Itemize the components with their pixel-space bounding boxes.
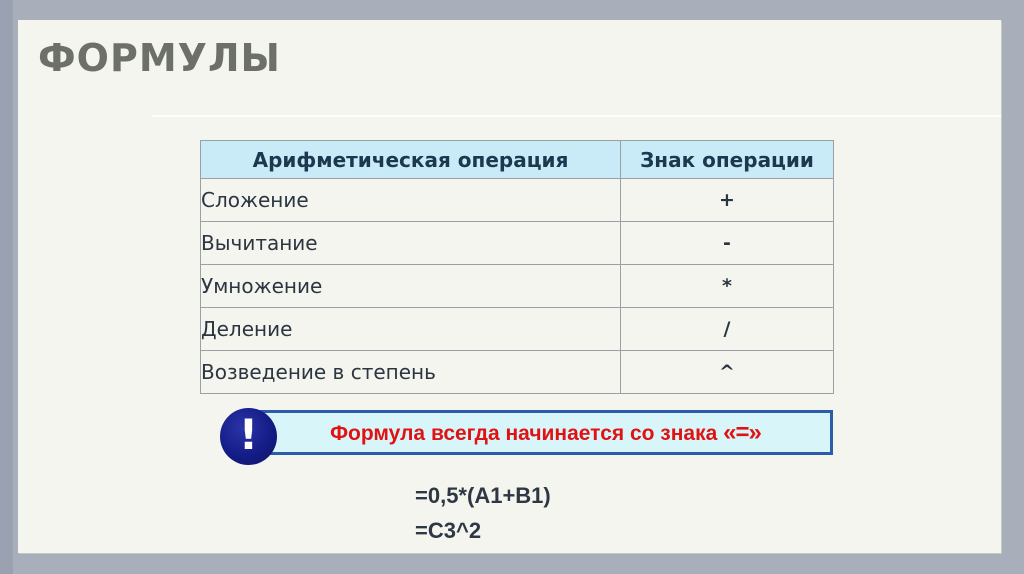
slide-canvas: ФОРМУЛЫ Арифметическая операция Знак опе… [18, 20, 1001, 553]
exclamation-icon: ! [220, 408, 277, 465]
exclamation-glyph: ! [238, 409, 259, 459]
sign-cell: ^ [620, 350, 834, 394]
table-row: Сложение + [200, 178, 834, 222]
table-header-row: Арифметическая операция Знак операции [200, 140, 834, 179]
column-header-operation: Арифметическая операция [200, 140, 621, 179]
formula-example-2: =C3^2 [415, 518, 482, 543]
formula-example-1: =0,5*(A1+B1) [415, 483, 551, 508]
title-divider [152, 115, 1001, 117]
table-row: Деление / [200, 307, 834, 351]
formula-examples: =0,5*(A1+B1) =C3^2 [415, 478, 551, 548]
table-row: Вычитание - [200, 221, 834, 265]
page-title: ФОРМУЛЫ [38, 36, 281, 80]
operation-cell: Сложение [200, 178, 621, 222]
operation-cell: Возведение в степень [200, 350, 621, 394]
note-text-main: Формула всегда начинается со знака [330, 421, 724, 445]
column-header-sign: Знак операции [620, 140, 834, 179]
sign-cell: + [620, 178, 834, 222]
table-row: Возведение в степень ^ [200, 350, 834, 394]
formula-note-text: Формула всегда начинается со знака «=» [330, 418, 762, 447]
frame-left-strip [0, 0, 13, 574]
operation-cell: Умножение [200, 264, 621, 308]
sign-cell: / [620, 307, 834, 351]
table-row: Умножение * [200, 264, 834, 308]
sign-cell: * [620, 264, 834, 308]
operations-table: Арифметическая операция Знак операции Сл… [200, 140, 834, 394]
sign-cell: - [620, 221, 834, 265]
formula-note-box: Формула всегда начинается со знака «=» [258, 410, 833, 455]
operation-cell: Деление [200, 307, 621, 351]
operation-cell: Вычитание [200, 221, 621, 265]
note-text-emphasis: «=» [723, 418, 762, 446]
